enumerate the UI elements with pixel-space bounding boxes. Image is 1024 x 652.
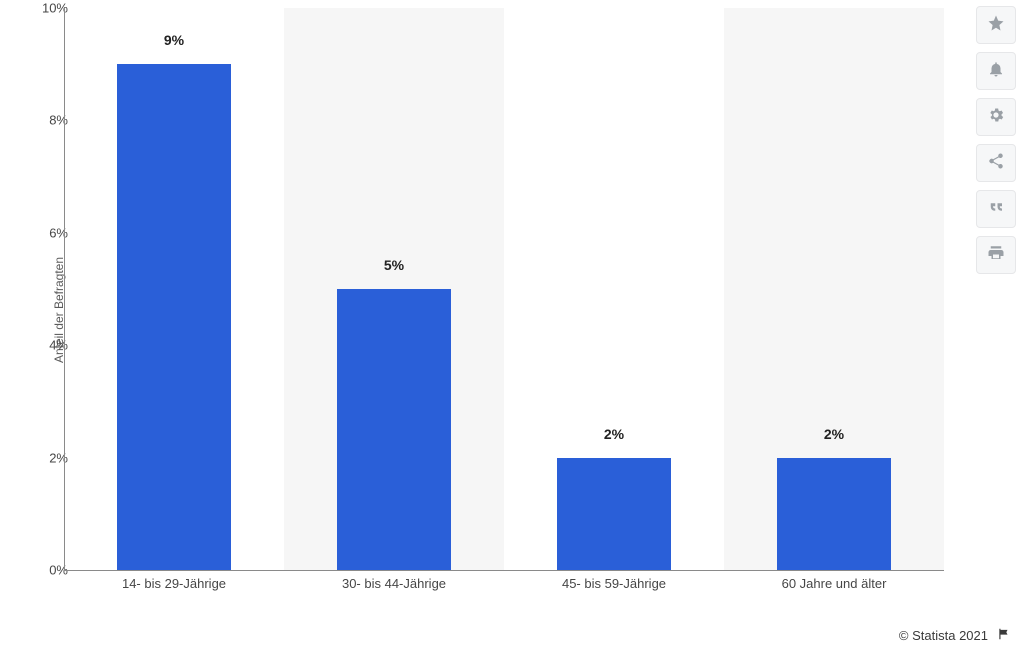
print-button[interactable]: [976, 236, 1016, 274]
bar-value-label: 2%: [824, 426, 844, 442]
share-icon: [987, 152, 1005, 175]
x-axis-line: [64, 570, 944, 571]
share-button[interactable]: [976, 144, 1016, 182]
copyright-text[interactable]: © Statista 2021: [899, 628, 988, 643]
favorite-button[interactable]: [976, 6, 1016, 44]
bar[interactable]: [337, 289, 451, 570]
y-axis-line: [64, 8, 65, 570]
bar-value-label: 2%: [604, 426, 624, 442]
xtick-label: 14- bis 29-Jährige: [122, 576, 226, 591]
gear-icon: [987, 106, 1005, 129]
ytick-label: 6%: [49, 225, 68, 240]
ytick-label: 8%: [49, 113, 68, 128]
plot-area: 9% 5% 2% 2%: [64, 8, 944, 570]
chart-container: 9%5%2%2% Anteil der Befragten 0%2%4%6%8%…: [0, 0, 960, 620]
notify-button[interactable]: [976, 52, 1016, 90]
xtick-label: 60 Jahre und älter: [782, 576, 887, 591]
xtick-label: 30- bis 44-Jährige: [342, 576, 446, 591]
cite-button[interactable]: [976, 190, 1016, 228]
bar-value-label: 5%: [384, 257, 404, 273]
bar[interactable]: [117, 64, 231, 570]
xtick-label: 45- bis 59-Jährige: [562, 576, 666, 591]
bell-icon: [987, 60, 1005, 83]
star-icon: [987, 14, 1005, 37]
settings-button[interactable]: [976, 98, 1016, 136]
ytick-label: 2%: [49, 450, 68, 465]
bar[interactable]: [777, 458, 891, 570]
toolbar: [976, 6, 1016, 274]
footer: © Statista 2021: [899, 627, 1012, 644]
ytick-label: 4%: [49, 338, 68, 353]
bar-value-label: 9%: [164, 32, 184, 48]
flag-icon[interactable]: [996, 627, 1012, 644]
quote-icon: [987, 198, 1005, 221]
print-icon: [987, 244, 1005, 267]
bar[interactable]: [557, 458, 671, 570]
